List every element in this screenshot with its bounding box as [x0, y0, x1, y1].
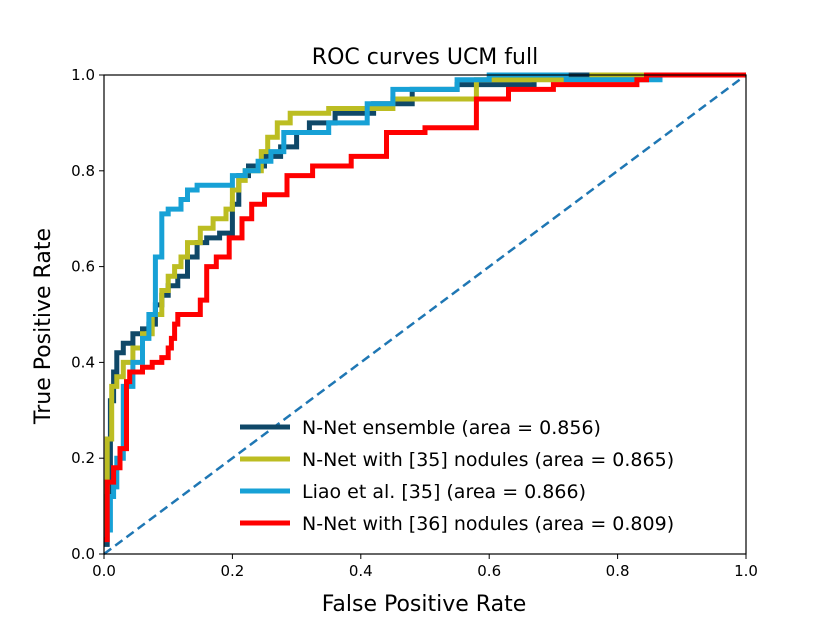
x-tick-label: 0.8	[606, 562, 630, 580]
x-tick-label: 0.0	[92, 562, 116, 580]
y-tick-label: 0.8	[71, 162, 95, 180]
diagonal-reference-line	[103, 73, 747, 556]
x-tick-label: 0.4	[349, 562, 373, 580]
x-tick-label: 1.0	[734, 562, 758, 580]
plot-area: 0.0 0.2 0.4 0.6 0.8 1.0 0.0 0.2 0.4 0.6 0.8 1.0 N-Ne…	[71, 66, 758, 580]
y-tick-label: 0.4	[71, 353, 95, 371]
x-axis-label: False Positive Rate	[322, 592, 526, 617]
legend: N-Net ensemble (area = 0.856) N-Net with …	[240, 417, 674, 535]
y-tick-label: 0.0	[71, 545, 95, 563]
legend-label-series-4: N-Net with [36] nodules (area = 0.809)	[302, 513, 674, 535]
y-tick-label: 0.2	[71, 449, 95, 467]
axes-frame	[103, 74, 747, 555]
x-tick-label: 0.6	[477, 562, 501, 580]
roc-curve-series-1	[104, 72, 746, 547]
legend-label-series-1: N-Net ensemble (area = 0.856)	[302, 417, 601, 439]
legend-label-series-3: Liao et al. [35] (area = 0.866)	[302, 481, 586, 503]
y-tick-label: 0.6	[71, 258, 95, 276]
y-axis-label: True Positive Rate	[31, 228, 56, 425]
legend-label-series-2: N-Net with [35] nodules (area = 0.865)	[302, 449, 674, 471]
roc-curve-series-4	[104, 72, 746, 543]
x-tick-label: 0.2	[220, 562, 244, 580]
y-tick-label: 1.0	[71, 66, 95, 84]
chart-title: ROC curves UCM full	[312, 45, 538, 70]
